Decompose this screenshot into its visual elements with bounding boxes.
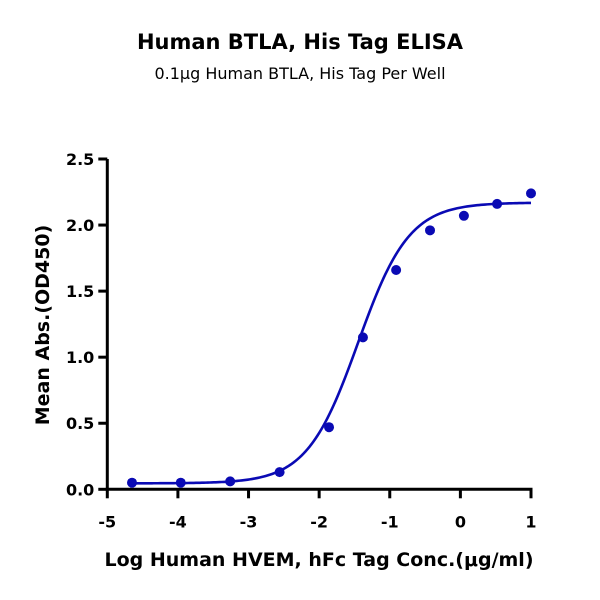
data-point xyxy=(225,476,236,487)
data-point xyxy=(492,198,503,209)
y-tick-label: 1.0 xyxy=(66,348,94,367)
x-axis-title: Log Human HVEM, hFc Tag Conc.(μg/ml) xyxy=(104,549,533,571)
data-point xyxy=(458,210,469,221)
data-point xyxy=(526,188,536,199)
chart-title: Human BTLA, His Tag ELISA xyxy=(136,30,464,54)
y-tick-label: 1.5 xyxy=(66,282,94,301)
y-tick-label: 0.5 xyxy=(66,414,94,433)
x-tick-label: 1 xyxy=(525,512,536,531)
x-tick-label: -2 xyxy=(310,512,328,531)
y-axis-title: Mean Abs.(OD450) xyxy=(32,225,54,426)
x-tick-label: -4 xyxy=(169,512,187,531)
axes: -5 -4 -3 -2 -1 0 1 0.0 0.5 1.0 1.5 2.0 2.5 xyxy=(66,150,537,531)
x-tick-label: -5 xyxy=(98,512,116,531)
data-point xyxy=(127,477,138,488)
data-point xyxy=(391,264,402,275)
x-tick-label: 0 xyxy=(455,512,466,531)
chart-subtitle: 0.1μg Human BTLA, His Tag Per Well xyxy=(154,64,446,83)
x-tick-label: -1 xyxy=(381,512,399,531)
data-point xyxy=(324,422,335,433)
data-point xyxy=(425,225,436,236)
y-tick-label: 2.5 xyxy=(66,150,94,169)
x-tick-label: -3 xyxy=(240,512,258,531)
data-point xyxy=(175,477,186,488)
y-tick-label: 2.0 xyxy=(66,216,94,235)
data-point xyxy=(357,332,368,343)
data-point xyxy=(274,467,285,478)
data-points xyxy=(127,188,536,488)
y-tick-label: 0.0 xyxy=(66,480,94,499)
fit-curve xyxy=(132,201,532,485)
